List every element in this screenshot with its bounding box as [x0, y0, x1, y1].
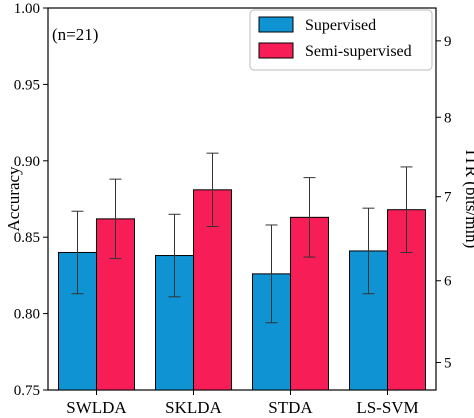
sample-size-annotation: (n=21)	[52, 25, 98, 44]
plot-frame	[47, 7, 437, 391]
y-axis-label: Accuracy	[4, 166, 23, 232]
y-tick-label: 0.85	[14, 230, 40, 246]
y-tick-label: 0.90	[14, 154, 40, 170]
y2-axis-ticks: 5 6 7 8 9	[436, 34, 452, 371]
y2-axis-label: ITR (bits/min)	[462, 150, 474, 249]
bars-group	[58, 189, 426, 391]
y2-tick-label: 5	[444, 355, 452, 371]
x-tick-label: STDA	[268, 398, 313, 417]
legend: Supervised Semi-supervised	[249, 9, 433, 71]
bar-supervised	[252, 273, 291, 391]
legend-swatch-supervised	[258, 16, 294, 33]
y-tick-label: 0.95	[14, 77, 40, 93]
plot-border	[47, 7, 437, 391]
y2-tick-label: 6	[444, 274, 452, 290]
x-axis-ticks: SWLDA SKLDA STDA LS-SVM	[66, 390, 419, 417]
error-bars-group	[71, 152, 413, 324]
x-tick-label: SKLDA	[165, 398, 222, 417]
y-axis-ticks: 0.75 0.80 0.85 0.90 0.95 1.00	[14, 1, 48, 399]
y2-tick-label: 9	[444, 34, 452, 50]
y2-tick-label: 8	[444, 110, 452, 126]
y2-tick-label: 7	[444, 190, 452, 206]
y-tick-label: 0.75	[14, 383, 40, 399]
y-tick-label: 0.80	[14, 307, 40, 323]
legend-label-supervised: Supervised	[305, 17, 376, 34]
x-tick-label: LS-SVM	[356, 398, 418, 417]
legend-frame	[249, 9, 433, 71]
legend-label-semi-supervised: Semi-supervised	[305, 43, 412, 60]
x-tick-label: SWLDA	[66, 398, 127, 417]
legend-swatch-semi-supervised	[258, 42, 294, 59]
y-tick-label: 1.00	[14, 1, 40, 17]
